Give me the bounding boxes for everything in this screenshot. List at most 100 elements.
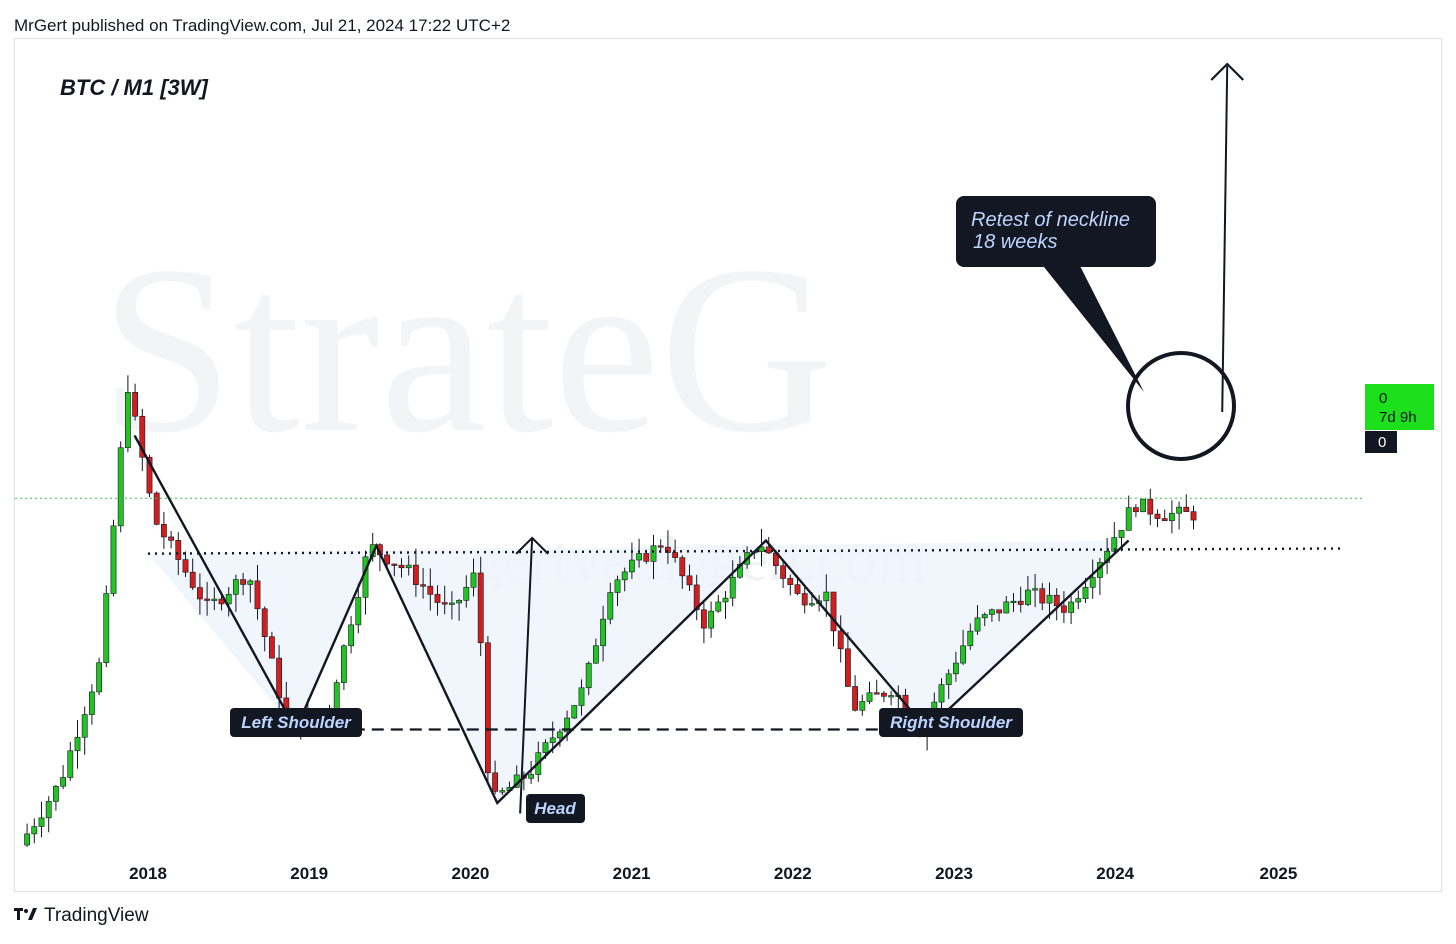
candle-body <box>780 565 786 579</box>
candle-body <box>132 392 138 417</box>
candle-body <box>103 593 110 664</box>
candle-body <box>837 630 844 650</box>
candle-body <box>470 572 477 588</box>
candle-body <box>420 584 426 587</box>
candle-body <box>110 525 117 594</box>
x-axis-ticks: 2018 2019 2020 2021 2022 2023 2024 2025 <box>129 864 1297 883</box>
candle-body <box>736 563 743 578</box>
candle-body <box>578 687 585 706</box>
pattern-layer <box>148 540 1129 803</box>
right-shoulder-label-text: Right Shoulder <box>890 713 1013 732</box>
candle-body <box>801 593 808 606</box>
black-price-box <box>1365 431 1397 453</box>
price-scale-green-label: 0 7d 9h <box>1365 384 1434 430</box>
publish-header: MrGert published on TradingView.com, Jul… <box>14 16 511 35</box>
candle-body <box>1111 537 1118 552</box>
candle-body <box>600 618 606 647</box>
candle-body <box>686 575 693 586</box>
candle-body <box>52 785 59 802</box>
candle-body <box>1046 594 1053 604</box>
candle-body <box>1003 601 1010 614</box>
symbol-title: BTC / M1 [3W] <box>60 75 209 100</box>
candle-body <box>24 833 30 846</box>
candle-body <box>715 601 722 612</box>
candle-body <box>340 645 347 683</box>
candle-body <box>182 559 189 573</box>
measured-move-arrow <box>519 537 534 814</box>
candle-body <box>880 692 887 697</box>
candle-body <box>441 602 448 605</box>
candle-body <box>556 731 563 739</box>
candle-body <box>1161 518 1168 521</box>
callout-pointer <box>1040 262 1144 392</box>
candle-body <box>492 772 498 792</box>
candle-body <box>571 705 578 719</box>
candle-body <box>1176 506 1182 514</box>
candle-body <box>708 610 714 629</box>
candle-body <box>448 602 455 605</box>
candle-body <box>787 578 794 585</box>
left-shoulder-label-text: Left Shoulder <box>241 713 352 732</box>
candle-body <box>1068 601 1074 613</box>
candle-body <box>996 609 1002 614</box>
tradingview-logo-icon <box>14 904 38 927</box>
candle-body <box>333 682 340 711</box>
candle-body <box>398 564 405 569</box>
candle-body <box>564 717 570 733</box>
candle-body <box>592 645 599 664</box>
candle-body <box>348 624 354 647</box>
candle-body <box>657 545 664 548</box>
candle-body <box>1183 506 1190 512</box>
candle-body <box>585 662 592 689</box>
candle-body <box>412 564 419 585</box>
candle-body <box>808 603 815 606</box>
candle-body <box>427 585 434 595</box>
candle-body <box>60 777 66 787</box>
candle-body <box>81 714 88 738</box>
target-arrow <box>1221 65 1229 413</box>
x-tick-label: 2020 <box>451 864 489 883</box>
candle-body <box>38 817 45 827</box>
candle-body <box>211 598 218 601</box>
footer-brand: TradingView <box>44 904 149 926</box>
retest-callout: Retest of neckline 18 weeks <box>956 196 1156 392</box>
candle-body <box>96 662 102 693</box>
candle-body <box>679 557 686 577</box>
candle-body <box>484 642 491 774</box>
candle-body <box>74 736 81 752</box>
candle-body <box>960 645 966 664</box>
candle-body <box>1061 605 1067 613</box>
candle-body <box>139 415 146 458</box>
head-label: Head <box>526 794 585 823</box>
candle-body <box>1147 498 1154 515</box>
candle-body <box>974 617 981 632</box>
candle-body <box>1075 598 1082 603</box>
candle-body <box>225 594 232 605</box>
candle-body <box>794 584 801 594</box>
candle-body <box>643 553 650 562</box>
candle-body <box>67 750 74 778</box>
left-shoulder-label-box <box>230 708 362 737</box>
candle-body <box>1118 530 1125 538</box>
candle-body <box>621 571 628 581</box>
candle-body <box>477 572 484 644</box>
candle-body <box>456 600 462 604</box>
candle-body <box>945 673 952 685</box>
right-shoulder-label-box <box>879 708 1023 737</box>
x-tick-label: 2023 <box>935 864 973 883</box>
candle-body <box>261 608 268 638</box>
chart-frame <box>14 38 1442 892</box>
x-tick-label: 2018 <box>129 864 167 883</box>
candle-body <box>866 692 873 702</box>
candle-body <box>700 609 707 629</box>
black-price-value: 0 <box>1378 434 1386 451</box>
candle-body <box>499 790 506 793</box>
candle-body <box>729 576 736 599</box>
candle-body <box>528 774 534 779</box>
candle-body <box>45 801 52 819</box>
candle-body <box>405 564 412 569</box>
candle-body <box>233 579 239 595</box>
candle-body <box>607 592 614 620</box>
candle-body <box>888 695 894 698</box>
